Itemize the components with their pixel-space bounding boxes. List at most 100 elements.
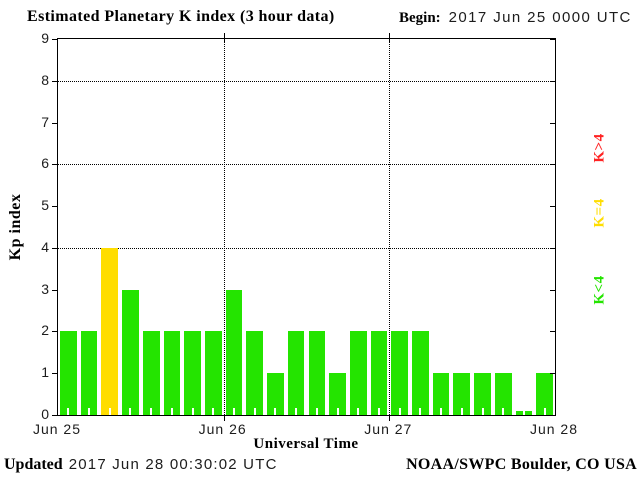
day-boundary-line bbox=[223, 39, 225, 415]
kp-bar bbox=[246, 331, 264, 415]
y-tick-label: 1 bbox=[41, 364, 49, 381]
day-tick-top bbox=[389, 33, 390, 43]
y-tick-left bbox=[52, 122, 57, 124]
y-tick-label: 5 bbox=[41, 197, 49, 214]
y-tick-left bbox=[52, 415, 57, 416]
three-hour-tick bbox=[419, 408, 422, 415]
y-tick-right bbox=[550, 415, 555, 416]
y-tick-left bbox=[52, 289, 57, 291]
kp-bar bbox=[494, 373, 512, 415]
y-tick-left bbox=[52, 80, 57, 82]
gridline-kp-4 bbox=[58, 247, 555, 249]
three-hour-tick bbox=[129, 408, 132, 415]
y-tick-left bbox=[52, 206, 57, 208]
x-tick-label: Jun 28 bbox=[529, 421, 579, 437]
three-hour-tick bbox=[502, 408, 505, 415]
three-hour-tick bbox=[315, 408, 318, 415]
gridline-kp-8 bbox=[58, 80, 555, 82]
three-hour-tick bbox=[398, 408, 401, 415]
kp-bar bbox=[184, 331, 201, 415]
chart-title: Estimated Planetary K index (3 hour data… bbox=[27, 8, 335, 25]
kp-bar bbox=[287, 331, 305, 415]
x-axis-title: Universal Time bbox=[253, 436, 359, 452]
y-tick-right bbox=[550, 289, 555, 291]
begin-label: Begin: bbox=[399, 10, 441, 26]
y-tick-right bbox=[550, 122, 555, 124]
kp-bar bbox=[370, 331, 388, 415]
x-tick-label: Jun 25 bbox=[32, 421, 82, 437]
three-hour-tick bbox=[336, 408, 339, 415]
y-tick-right bbox=[550, 373, 555, 375]
x-tick-label: Jun 27 bbox=[364, 421, 413, 437]
y-tick-label: 2 bbox=[41, 322, 49, 339]
begin-annotation: Begin: 2017 Jun 25 0000 UTC bbox=[399, 9, 632, 27]
plot-area bbox=[57, 38, 556, 416]
three-hour-tick bbox=[233, 408, 235, 415]
y-axis-title: Kp index bbox=[7, 193, 24, 261]
kp-bar bbox=[225, 290, 243, 415]
three-hour-tick bbox=[357, 408, 360, 415]
day-tick-bottom bbox=[389, 416, 390, 421]
three-hour-tick bbox=[67, 408, 70, 415]
kp-bar bbox=[80, 331, 98, 415]
y-tick-left bbox=[52, 247, 57, 249]
three-hour-tick bbox=[377, 408, 380, 415]
y-tick-label: 7 bbox=[41, 113, 49, 130]
y-tick-right bbox=[550, 247, 555, 249]
y-tick-right bbox=[550, 331, 555, 333]
kp-bar bbox=[349, 331, 367, 415]
kp-bar bbox=[60, 331, 77, 415]
kp-bar bbox=[453, 373, 471, 415]
legend-k-gt-4: K>4 bbox=[591, 133, 608, 163]
kp-bar bbox=[391, 331, 409, 415]
kp-bar bbox=[163, 331, 181, 415]
kp-bar bbox=[101, 248, 119, 415]
y-tick-label: 0 bbox=[41, 406, 49, 422]
three-hour-tick bbox=[88, 408, 91, 415]
y-tick-left bbox=[52, 164, 57, 166]
y-tick-left bbox=[52, 373, 57, 375]
x-tick-label: Jun 26 bbox=[198, 421, 247, 437]
begin-value: 2017 Jun 25 0000 UTC bbox=[448, 9, 632, 26]
three-hour-tick bbox=[191, 408, 194, 415]
three-hour-tick bbox=[440, 408, 443, 415]
three-hour-tick bbox=[295, 408, 298, 415]
source-credit: NOAA/SWPC Boulder, CO USA bbox=[406, 456, 637, 473]
y-tick-left bbox=[52, 39, 57, 40]
updated-label: Updated bbox=[4, 456, 63, 473]
kp-bar bbox=[308, 331, 326, 415]
legend-k-lt-4: K<4 bbox=[591, 275, 608, 305]
day-boundary-line bbox=[389, 39, 391, 415]
y-tick-left bbox=[52, 331, 57, 333]
kp-bar bbox=[204, 331, 222, 415]
three-hour-tick bbox=[481, 408, 484, 415]
y-tick-right bbox=[550, 206, 555, 208]
updated-timestamp: Updated 2017 Jun 28 00:30:02 UTC bbox=[4, 456, 278, 474]
gridline-kp-6 bbox=[58, 164, 555, 166]
three-hour-tick bbox=[212, 408, 215, 415]
y-tick-label: 9 bbox=[41, 30, 49, 46]
kp-bar bbox=[412, 331, 429, 415]
three-hour-tick bbox=[274, 408, 277, 415]
day-tick-bottom bbox=[224, 416, 225, 421]
y-tick-right bbox=[550, 164, 555, 166]
updated-value: 2017 Jun 28 00:30:02 UTC bbox=[68, 456, 278, 473]
three-hour-tick bbox=[460, 408, 463, 415]
kp-bar bbox=[122, 290, 139, 415]
three-hour-tick bbox=[170, 408, 173, 415]
kp-bar bbox=[329, 373, 346, 415]
kp-bar bbox=[267, 373, 284, 415]
y-tick-label: 3 bbox=[41, 280, 49, 297]
kp-bar bbox=[515, 408, 533, 415]
y-tick-label: 8 bbox=[41, 71, 49, 88]
y-tick-right bbox=[550, 39, 555, 40]
kp-bar bbox=[474, 373, 491, 415]
three-hour-tick bbox=[253, 408, 256, 415]
kp-bar bbox=[142, 331, 160, 415]
y-tick-right bbox=[550, 80, 555, 82]
three-hour-tick bbox=[522, 408, 525, 415]
three-hour-tick bbox=[108, 408, 111, 415]
legend-k-eq-4: K=4 bbox=[591, 198, 608, 228]
y-tick-label: 6 bbox=[41, 155, 49, 172]
